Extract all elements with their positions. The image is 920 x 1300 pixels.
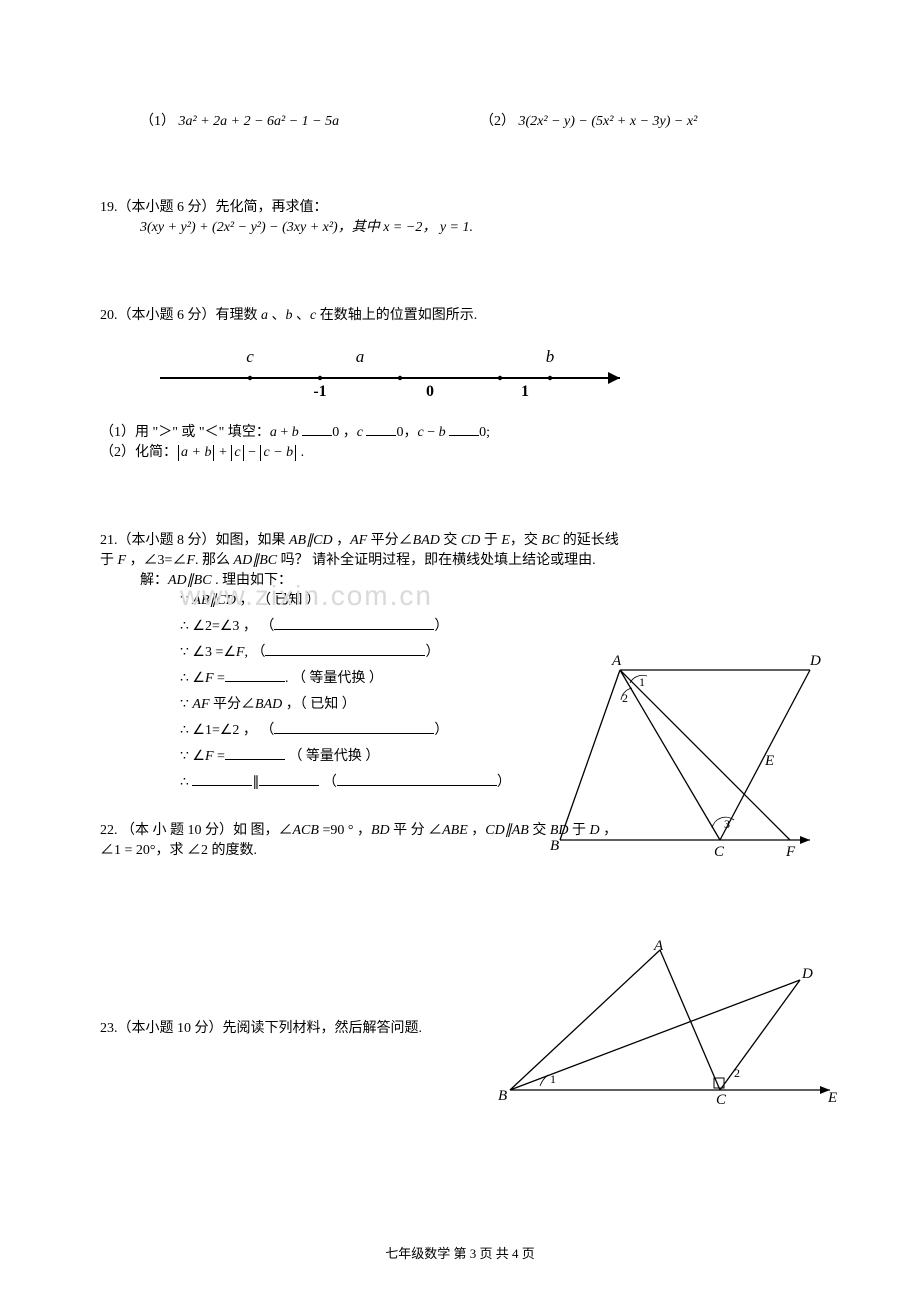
q18-part1: （1） 3a² + 2a + 2 − 6a² − 1 − 5a bbox=[140, 110, 480, 130]
q19-expr: 3(xy + y²) + (2x² − y²) − (3xy + x²)，其中 … bbox=[100, 216, 820, 236]
lbl-A: A bbox=[611, 653, 622, 669]
lbl-2: 2 bbox=[622, 691, 628, 705]
lbl-1: 1 bbox=[639, 675, 645, 689]
label-1: 1 bbox=[521, 383, 529, 400]
lbl-2: 2 bbox=[734, 1066, 740, 1080]
blank bbox=[302, 421, 332, 436]
blank bbox=[225, 667, 285, 682]
page-content: （1） 3a² + 2a + 2 − 6a² − 1 − 5a （2） 3(2x… bbox=[0, 0, 920, 1105]
q18-part2-expr: 3(2x² − y) − (5x² + x − 3y) − x² bbox=[519, 114, 698, 129]
label-b: b bbox=[546, 347, 555, 366]
number-line-figure: c a b -1 0 1 bbox=[150, 338, 650, 408]
q19: 19.（本小题 6 分）先化简，再求值： 3(xy + y²) + (2x² −… bbox=[100, 196, 820, 236]
q21-heading-l2: 于 F ，∠3=∠F. 那么 AD∥BC 吗？ 请补全证明过程，即在横线处填上结… bbox=[100, 549, 820, 569]
lbl-E: E bbox=[827, 1090, 837, 1106]
blank bbox=[192, 771, 252, 786]
lbl-A: A bbox=[653, 940, 664, 954]
blank bbox=[259, 771, 319, 786]
q18-part2-label: （2） bbox=[480, 114, 515, 129]
q19-heading: 19.（本小题 6 分）先化简，再求值： bbox=[100, 196, 820, 216]
lbl-C: C bbox=[716, 1092, 727, 1108]
proof-line: ∵ AB∥CD ， （ 已知 ） bbox=[180, 589, 820, 609]
q18-part1-label: （1） bbox=[140, 114, 175, 129]
label-0: 0 bbox=[426, 383, 434, 400]
blank bbox=[366, 421, 396, 436]
blank bbox=[225, 745, 285, 760]
lbl-1: 1 bbox=[550, 1072, 556, 1086]
blank bbox=[337, 771, 497, 786]
lbl-3: 3 bbox=[724, 817, 730, 831]
lbl-F: F bbox=[785, 844, 796, 860]
q18-part1-expr: 3a² + 2a + 2 − 6a² − 1 − 5a bbox=[179, 114, 340, 129]
blank bbox=[265, 641, 425, 656]
lbl-D: D bbox=[809, 653, 821, 669]
q18-row: （1） 3a² + 2a + 2 − 6a² − 1 − 5a （2） 3(2x… bbox=[100, 110, 820, 130]
page-footer: 七年级数学 第 3 页 共 4 页 bbox=[0, 1243, 920, 1262]
label-n1: -1 bbox=[313, 383, 326, 400]
label-a: a bbox=[356, 347, 365, 366]
q20-part2: （2）化简：a + b + c − c − b . bbox=[100, 441, 820, 461]
q18-part2: （2） 3(2x² − y) − (5x² + x − 3y) − x² bbox=[480, 110, 820, 130]
q21-proof-head: 解：AD∥BC . 理由如下： bbox=[100, 569, 820, 589]
label-c: c bbox=[246, 347, 254, 366]
q21-figure: A B C D E F 1 2 3 bbox=[550, 650, 830, 870]
blank bbox=[274, 615, 434, 630]
q20: 20.（本小题 6 分）有理数 a 、b 、c 在数轴上的位置如图所示. c a… bbox=[100, 304, 820, 461]
blank bbox=[449, 421, 479, 436]
lbl-B: B bbox=[550, 838, 559, 854]
lbl-B: B bbox=[498, 1088, 507, 1104]
lbl-E: E bbox=[764, 753, 774, 769]
lbl-D: D bbox=[801, 966, 813, 982]
lbl-C: C bbox=[714, 844, 725, 860]
q20-heading: 20.（本小题 6 分）有理数 a 、b 、c 在数轴上的位置如图所示. bbox=[100, 304, 820, 324]
proof-line: ∴ ∠2=∠3 ， （） bbox=[180, 615, 820, 635]
blank bbox=[274, 719, 434, 734]
q20-part1: （1）用 "＞" 或 "＜" 填空：a + b 0 ，c 0，c − b 0; bbox=[100, 421, 820, 441]
q21-heading-l1: 21.（本小题 8 分）如图，如果 AB∥CD ，AF 平分∠BAD 交 CD … bbox=[100, 529, 820, 549]
q22-figure: A B C D E 1 2 bbox=[490, 940, 850, 1110]
